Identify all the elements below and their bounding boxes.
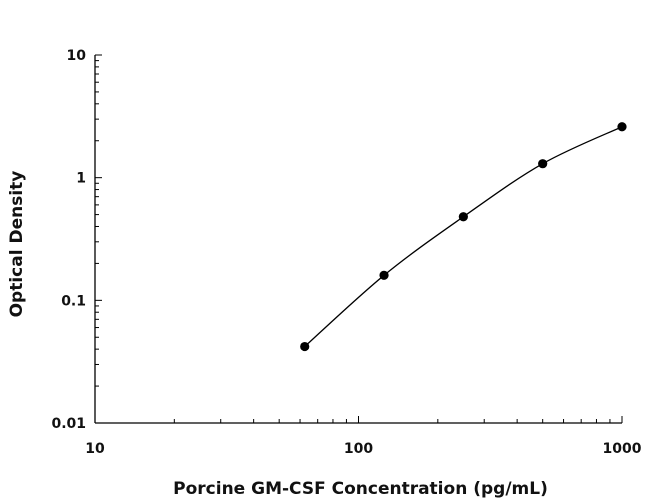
y-tick-label: 10 [67, 48, 87, 64]
y-tick-label: 1 [76, 171, 86, 187]
data-point [458, 212, 468, 222]
data-point [538, 159, 548, 169]
x-tick-label: 1000 [603, 441, 642, 457]
tick-labels: 0.01 0.1 1 10 10 100 1000 [51, 48, 641, 457]
x-tick-label: 10 [85, 441, 105, 457]
data-point [379, 270, 389, 280]
axes [94, 55, 622, 424]
x-axis-title: Porcine GM-CSF Concentration (pg/mL) [173, 479, 548, 499]
fit-curve [304, 126, 623, 348]
data-point [617, 122, 627, 132]
data-point [300, 341, 310, 352]
x-tick-label: 100 [344, 441, 373, 457]
y-axis-title: Optical Density [7, 171, 27, 318]
y-tick-label: 0.01 [51, 416, 86, 432]
data-points [300, 122, 627, 352]
ticks [94, 54, 623, 424]
y-tick-label: 0.1 [61, 293, 86, 309]
